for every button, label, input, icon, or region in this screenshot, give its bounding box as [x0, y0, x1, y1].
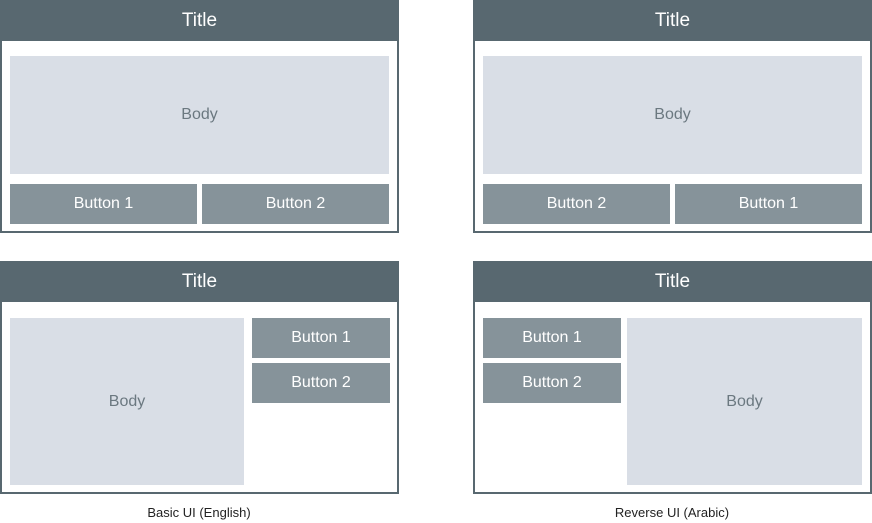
basic-horizontal-window: Title Body Button 1 Button 2 — [0, 0, 399, 233]
reverse-horizontal-window: Title Body Button 2 Button 1 — [473, 0, 872, 233]
button-2[interactable]: Button 2 — [483, 363, 621, 403]
basic-vertical-window: Title Body Button 1 Button 2 — [0, 261, 399, 494]
window-title: Title — [473, 0, 872, 41]
body-area: Body — [483, 56, 862, 174]
window-title: Title — [473, 261, 872, 302]
caption-basic: Basic UI (English) — [147, 505, 251, 520]
button-1[interactable]: Button 1 — [675, 184, 862, 224]
button-1[interactable]: Button 1 — [483, 318, 621, 358]
reverse-vertical-window: Title Button 1 Button 2 Body — [473, 261, 872, 494]
button-2[interactable]: Button 2 — [483, 184, 670, 224]
body-area: Body — [627, 318, 862, 485]
caption-reverse: Reverse UI (Arabic) — [614, 505, 730, 520]
button-2[interactable]: Button 2 — [202, 184, 389, 224]
window-title: Title — [0, 261, 399, 302]
window-title: Title — [0, 0, 399, 41]
button-1[interactable]: Button 1 — [10, 184, 197, 224]
button-2[interactable]: Button 2 — [252, 363, 390, 403]
body-area: Body — [10, 318, 244, 485]
body-area: Body — [10, 56, 389, 174]
button-1[interactable]: Button 1 — [252, 318, 390, 358]
